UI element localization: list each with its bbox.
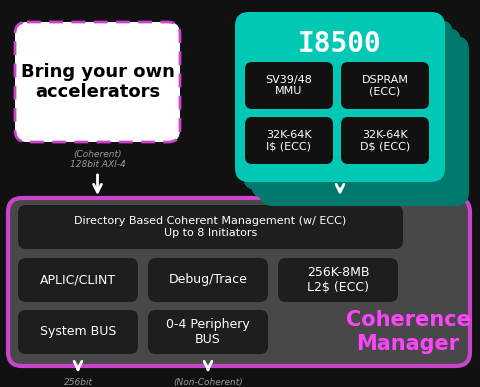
FancyBboxPatch shape	[148, 258, 268, 302]
Text: Debug/Trace: Debug/Trace	[168, 274, 247, 286]
FancyBboxPatch shape	[251, 28, 461, 198]
Text: 32K-64K
I$ (ECC): 32K-64K I$ (ECC)	[266, 130, 312, 151]
FancyBboxPatch shape	[18, 258, 138, 302]
Text: Bring your own
accelerators: Bring your own accelerators	[21, 63, 174, 101]
FancyBboxPatch shape	[8, 198, 470, 366]
FancyBboxPatch shape	[243, 20, 453, 190]
FancyBboxPatch shape	[259, 36, 469, 206]
Text: (Coherent)
128bit AXI-4: (Coherent) 128bit AXI-4	[70, 150, 125, 170]
Text: 32K-64K
D$ (ECC): 32K-64K D$ (ECC)	[360, 130, 410, 151]
Text: Directory Based Coherent Management (w/ ECC)
Up to 8 Initiators: Directory Based Coherent Management (w/ …	[74, 216, 347, 238]
Text: System BUS: System BUS	[40, 325, 116, 339]
FancyBboxPatch shape	[245, 117, 333, 164]
FancyBboxPatch shape	[245, 62, 333, 109]
Text: APLIC/CLINT: APLIC/CLINT	[40, 274, 116, 286]
Text: DSPRAM
(ECC): DSPRAM (ECC)	[361, 75, 408, 96]
FancyBboxPatch shape	[235, 12, 445, 182]
Text: (Non-Coherent)
AXI-4: (Non-Coherent) AXI-4	[173, 378, 243, 387]
FancyBboxPatch shape	[278, 258, 398, 302]
Text: SV39/48
MMU: SV39/48 MMU	[265, 75, 312, 96]
Text: Coherence
Manager: Coherence Manager	[346, 310, 470, 354]
FancyBboxPatch shape	[18, 310, 138, 354]
Text: I8500: I8500	[298, 30, 382, 58]
FancyBboxPatch shape	[148, 310, 268, 354]
FancyBboxPatch shape	[341, 62, 429, 109]
Text: 0-4 Periphery
BUS: 0-4 Periphery BUS	[166, 318, 250, 346]
FancyBboxPatch shape	[341, 117, 429, 164]
FancyBboxPatch shape	[18, 205, 403, 249]
FancyBboxPatch shape	[15, 22, 180, 142]
Text: 256bit
ACE / AXI-4: 256bit ACE / AXI-4	[53, 378, 103, 387]
Text: 256K-8MB
L2$ (ECC): 256K-8MB L2$ (ECC)	[307, 266, 369, 294]
